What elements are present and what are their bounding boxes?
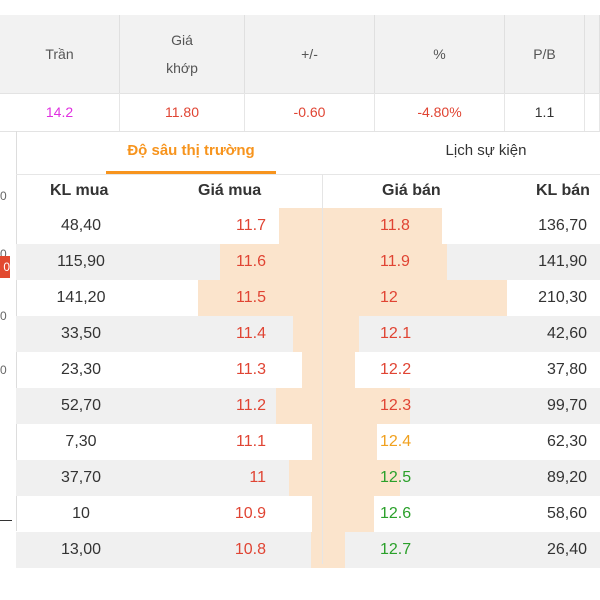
- sell-volume-bar: [322, 352, 355, 388]
- ask-volume[interactable]: 89,20: [547, 460, 587, 496]
- bid-volume[interactable]: 10: [16, 496, 146, 532]
- value-pb: 1.1: [505, 93, 585, 131]
- strip-label: 0: [0, 189, 7, 203]
- bid-volume[interactable]: 52,70: [16, 388, 146, 424]
- order-book-row: 37,70 11 12.5 89,20: [16, 460, 600, 496]
- bid-price[interactable]: 11.6: [236, 244, 266, 280]
- value-pct: -4.80%: [375, 93, 505, 131]
- order-book-row: 23,30 11.3 12.2 37,80: [16, 352, 600, 388]
- header-khop: khớp: [166, 54, 198, 82]
- order-book: 48,40 11.7 11.8 136,70 115,90 11.6 11.9 141,90 1…: [16, 208, 600, 568]
- ask-price[interactable]: 12.5: [380, 460, 411, 496]
- header-pb: P/B: [505, 15, 585, 93]
- header-tran: Trần: [0, 15, 120, 93]
- tab-market-depth[interactable]: Độ sâu thị trường: [106, 131, 276, 174]
- ask-price[interactable]: 12.3: [380, 388, 411, 424]
- bid-price[interactable]: 11: [249, 460, 266, 496]
- ask-volume[interactable]: 58,60: [547, 496, 587, 532]
- sell-volume-bar: [322, 532, 345, 568]
- ask-price[interactable]: 12.4: [380, 424, 411, 460]
- bid-price[interactable]: 11.7: [236, 208, 266, 244]
- order-book-header: KL mua Giá mua Giá bán KL bán: [16, 174, 600, 208]
- strip-line: [0, 520, 12, 521]
- header-spacer: [585, 15, 600, 93]
- header-change: +/-: [245, 15, 375, 93]
- col-kl-ban: KL bán: [536, 174, 590, 208]
- quote-values: 14.2 11.80 -0.60 -4.80% 1.1: [0, 93, 600, 132]
- col-kl-mua: KL mua: [50, 174, 108, 208]
- ask-volume[interactable]: 136,70: [538, 208, 587, 244]
- header-pct: %: [375, 15, 505, 93]
- bid-price[interactable]: 10.8: [235, 532, 266, 568]
- bid-volume[interactable]: 13,00: [16, 532, 146, 568]
- bid-volume[interactable]: 115,90: [16, 244, 146, 280]
- ask-price[interactable]: 12: [380, 280, 398, 316]
- order-book-row: 13,00 10.8 12.7 26,40: [16, 532, 600, 568]
- order-book-row: 52,70 11.2 12.3 99,70: [16, 388, 600, 424]
- value-tran: 14.2: [0, 93, 120, 131]
- sell-volume-bar: [322, 316, 359, 352]
- strip-badge: 0: [0, 256, 10, 278]
- ask-volume[interactable]: 210,30: [538, 280, 587, 316]
- tab-bar: Độ sâu thị trường Lịch sự kiện: [16, 131, 600, 175]
- ask-price[interactable]: 12.7: [380, 532, 411, 568]
- center-divider: [322, 174, 323, 564]
- order-book-row: 48,40 11.7 11.8 136,70: [16, 208, 600, 244]
- sell-volume-bar: [322, 280, 507, 316]
- buy-volume-bar: [312, 496, 322, 532]
- ask-price[interactable]: 12.1: [380, 316, 411, 352]
- buy-volume-bar: [276, 388, 322, 424]
- sell-volume-bar: [322, 496, 374, 532]
- bid-price[interactable]: 10.9: [235, 496, 266, 532]
- order-book-row: 115,90 11.6 11.9 141,90: [16, 244, 600, 280]
- ask-volume[interactable]: 37,80: [547, 352, 587, 388]
- bid-volume[interactable]: 141,20: [16, 280, 146, 316]
- bid-volume[interactable]: 37,70: [16, 460, 146, 496]
- bid-price[interactable]: 11.3: [236, 352, 266, 388]
- buy-volume-bar: [293, 316, 322, 352]
- col-gia-mua: Giá mua: [198, 174, 261, 208]
- bid-volume[interactable]: 7,30: [16, 424, 146, 460]
- order-book-row: 7,30 11.1 12.4 62,30: [16, 424, 600, 460]
- buy-volume-bar: [311, 532, 322, 568]
- ask-price[interactable]: 11.9: [380, 244, 410, 280]
- buy-volume-bar: [279, 208, 322, 244]
- bid-volume[interactable]: 23,30: [16, 352, 146, 388]
- buy-volume-bar: [312, 424, 322, 460]
- ask-volume[interactable]: 141,90: [538, 244, 587, 280]
- header-gia-khop: Giá khớp: [120, 15, 245, 93]
- ask-price[interactable]: 11.8: [380, 208, 410, 244]
- strip-label: 0: [0, 309, 7, 323]
- ask-volume[interactable]: 42,60: [547, 316, 587, 352]
- order-book-row: 33,50 11.4 12.1 42,60: [16, 316, 600, 352]
- header-gia: Giá: [166, 26, 198, 54]
- value-spacer: [585, 93, 600, 131]
- bid-volume[interactable]: 48,40: [16, 208, 146, 244]
- tab-event-calendar[interactable]: Lịch sự kiện: [416, 131, 556, 174]
- value-change: -0.60: [245, 93, 375, 131]
- order-book-row: 141,20 11.5 12 210,30: [16, 280, 600, 316]
- bid-price[interactable]: 11.4: [236, 316, 266, 352]
- value-gia-khop: 11.80: [120, 93, 245, 131]
- buy-volume-bar: [289, 460, 322, 496]
- col-gia-ban: Giá bán: [382, 174, 441, 208]
- bid-price[interactable]: 11.5: [236, 280, 266, 316]
- ask-price[interactable]: 12.6: [380, 496, 411, 532]
- sell-volume-bar: [322, 424, 377, 460]
- bid-price[interactable]: 11.1: [236, 424, 266, 460]
- bid-volume[interactable]: 33,50: [16, 316, 146, 352]
- buy-volume-bar: [302, 352, 322, 388]
- ask-volume[interactable]: 62,30: [547, 424, 587, 460]
- bid-price[interactable]: 11.2: [236, 388, 266, 424]
- order-book-row: 10 10.9 12.6 58,60: [16, 496, 600, 532]
- left-panel-edge: 0 0 0 0: [0, 131, 17, 531]
- strip-label: 0: [0, 363, 7, 377]
- ask-volume[interactable]: 26,40: [547, 532, 587, 568]
- ask-volume[interactable]: 99,70: [547, 388, 587, 424]
- quote-header: Trần Giá khớp +/- % P/B: [0, 15, 600, 94]
- ask-price[interactable]: 12.2: [380, 352, 411, 388]
